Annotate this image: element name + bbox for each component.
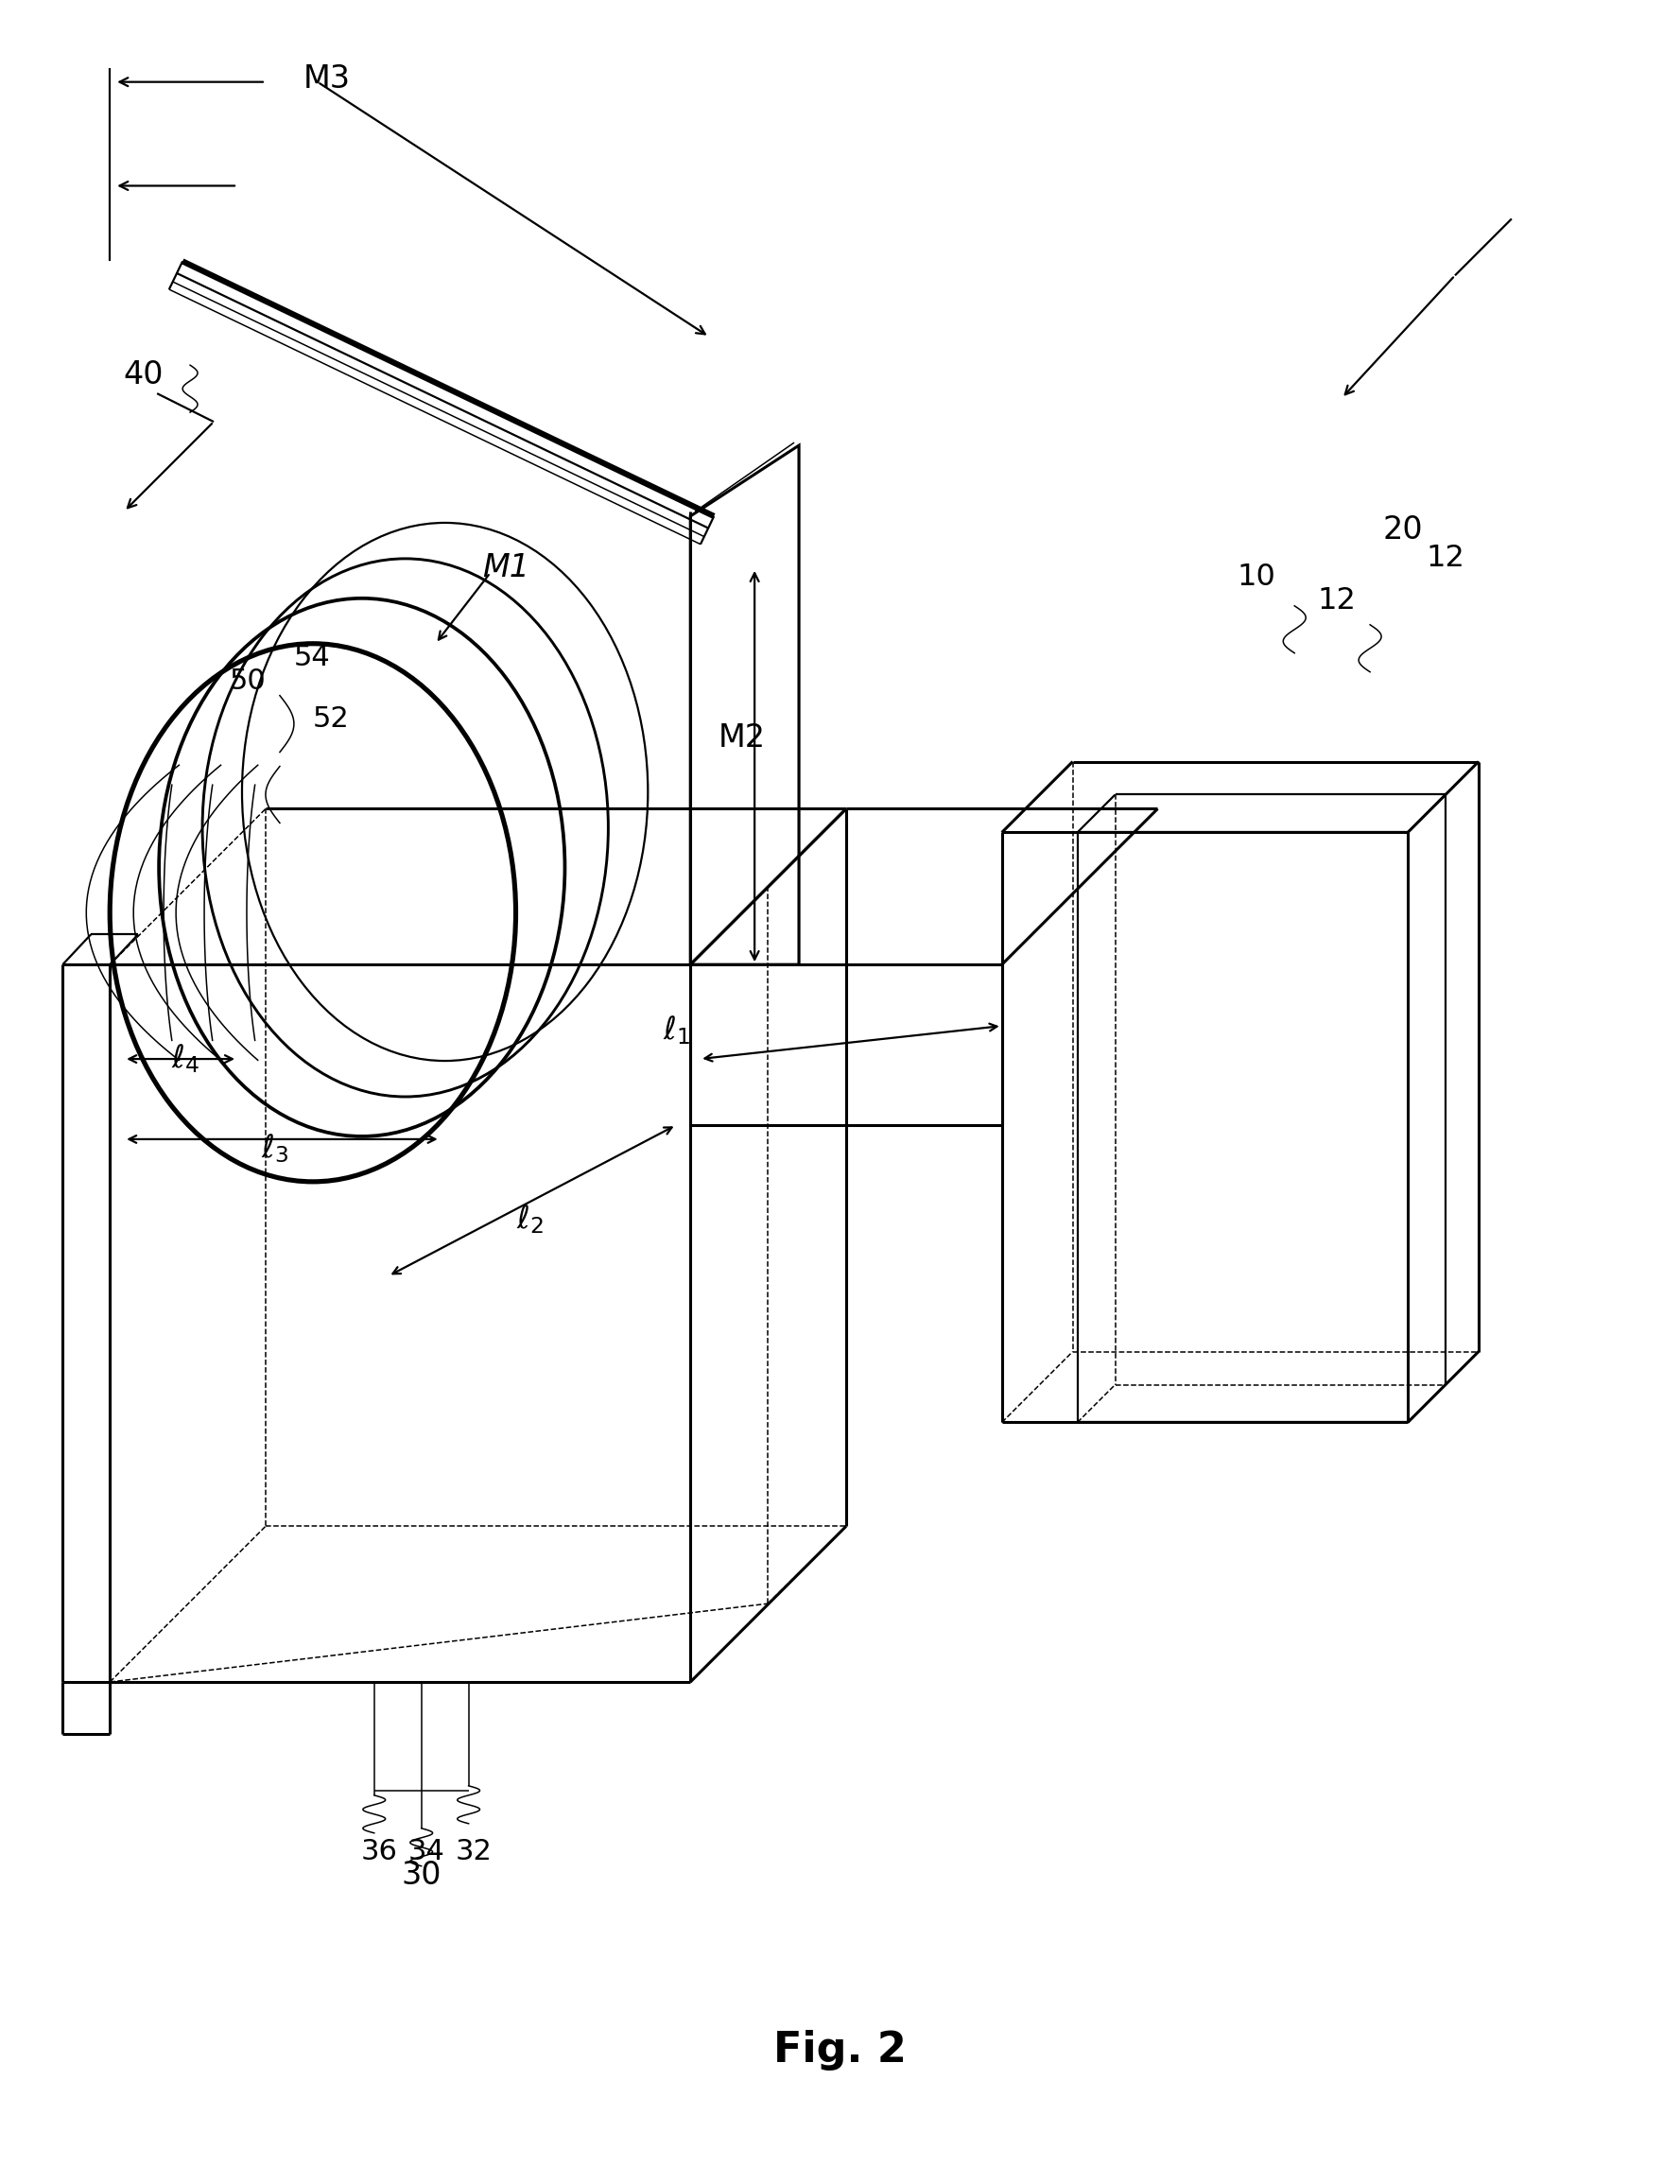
Text: 32: 32 — [455, 1839, 492, 1865]
Text: $\ell_3$: $\ell_3$ — [262, 1131, 289, 1164]
Text: $\ell_4$: $\ell_4$ — [171, 1042, 200, 1075]
Text: 12: 12 — [1317, 587, 1356, 616]
Text: $\ell_2$: $\ell_2$ — [516, 1203, 544, 1236]
Text: M3: M3 — [304, 63, 351, 94]
Text: M1: M1 — [482, 553, 529, 583]
Text: 12: 12 — [1426, 544, 1465, 574]
Text: Fig. 2: Fig. 2 — [773, 2029, 906, 2070]
Text: $\ell_1$: $\ell_1$ — [662, 1013, 690, 1046]
Text: 34: 34 — [408, 1839, 445, 1865]
Text: 52: 52 — [312, 705, 349, 734]
Text: M2: M2 — [719, 723, 766, 753]
Text: 40: 40 — [123, 358, 163, 391]
Text: 50: 50 — [228, 668, 265, 695]
Text: 30: 30 — [402, 1861, 442, 1891]
Text: 10: 10 — [1238, 563, 1277, 592]
Text: 36: 36 — [361, 1839, 396, 1865]
Text: 54: 54 — [294, 644, 331, 670]
Text: 20: 20 — [1383, 515, 1423, 546]
